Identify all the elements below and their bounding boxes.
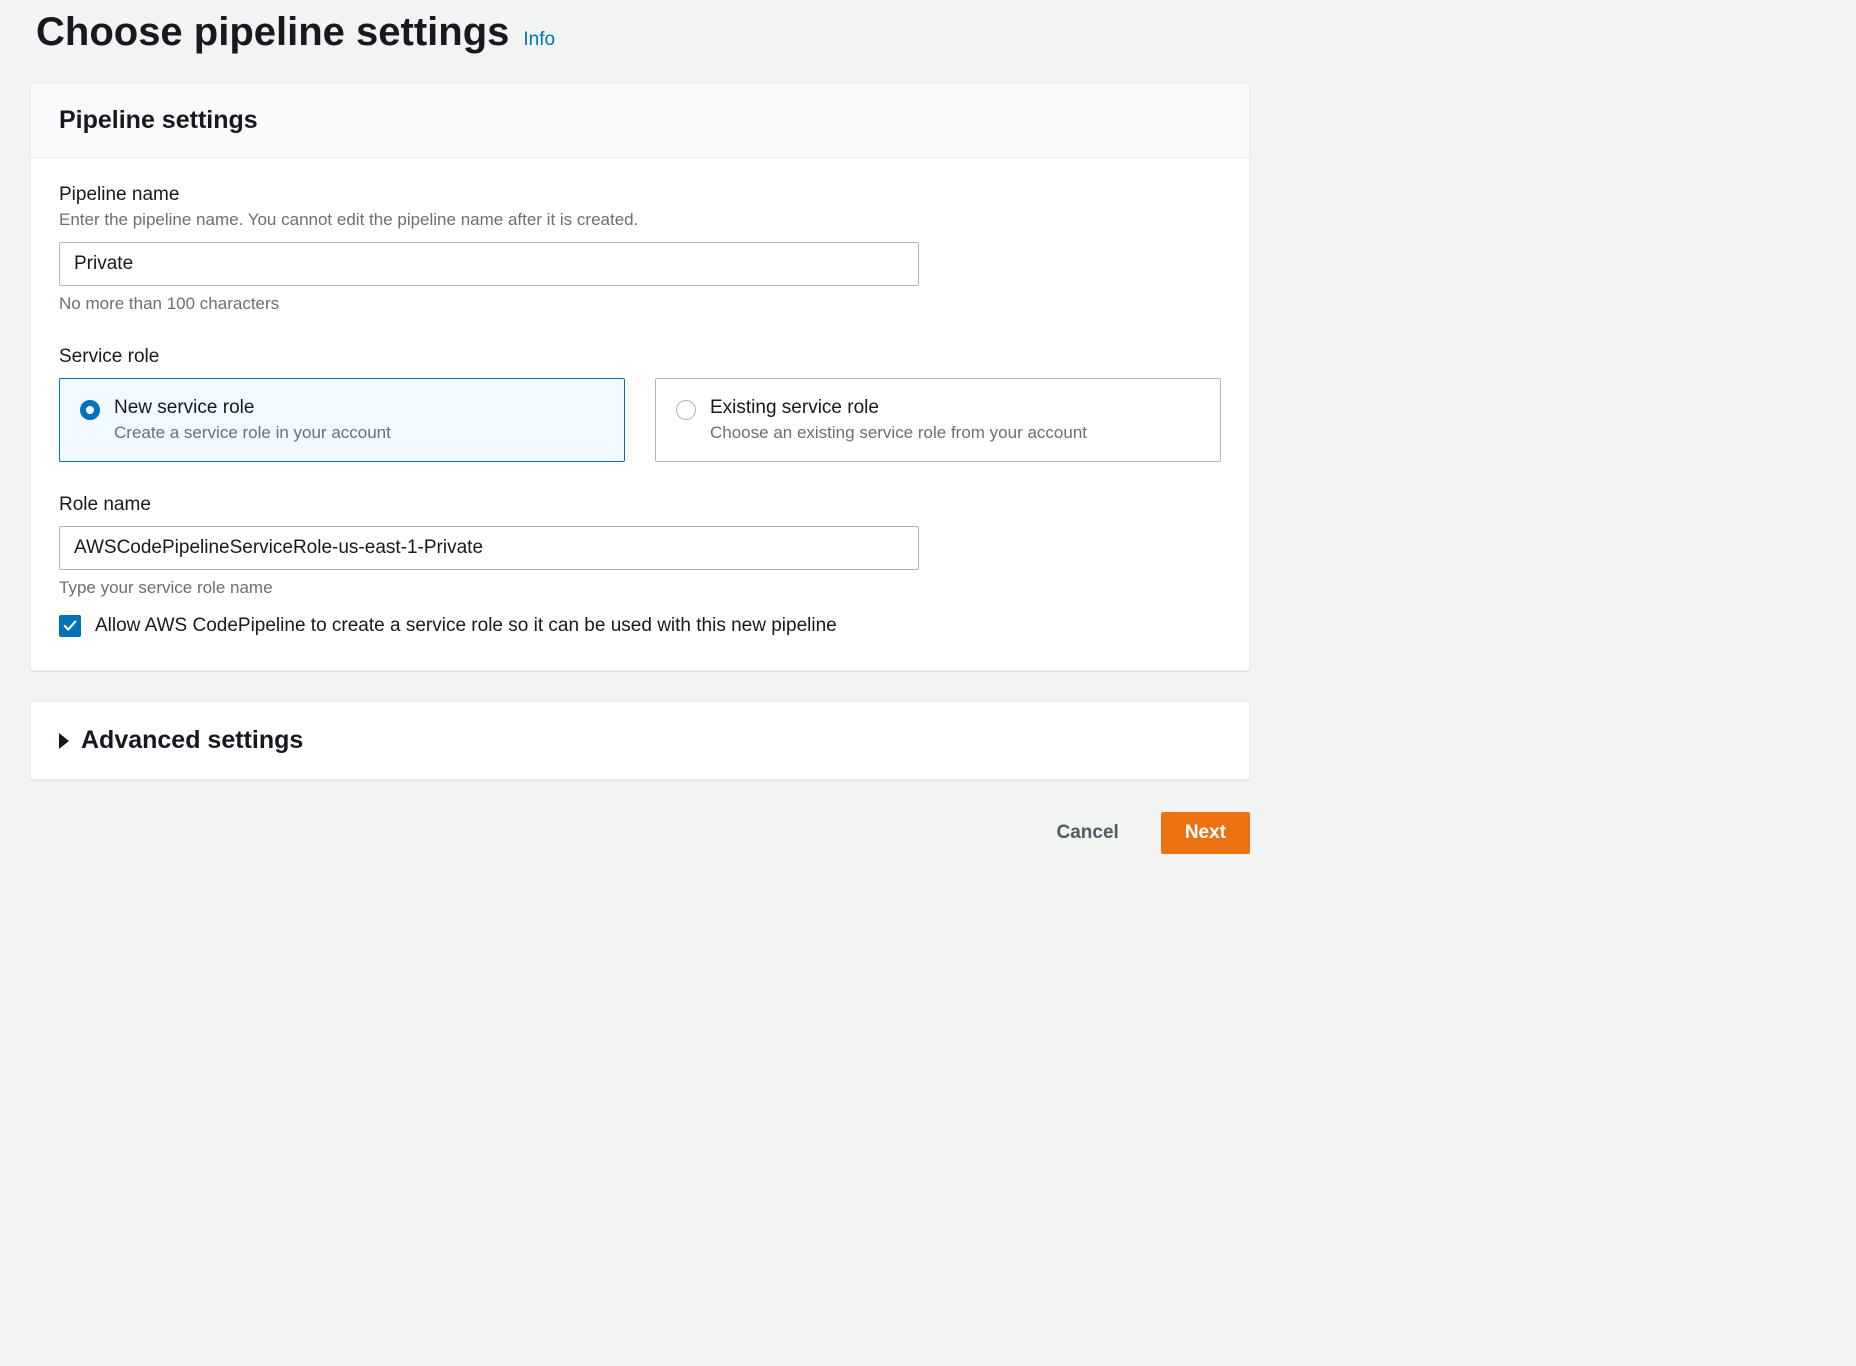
role-name-input[interactable] — [59, 526, 919, 570]
caret-right-icon — [59, 733, 69, 749]
role-name-label: Role name — [59, 494, 1221, 516]
info-link[interactable]: Info — [523, 29, 555, 51]
cancel-button[interactable]: Cancel — [1033, 812, 1143, 854]
service-role-new-description: Create a service role in your account — [114, 423, 391, 443]
pipeline-settings-panel: Pipeline settings Pipeline name Enter th… — [30, 83, 1250, 671]
service-role-label: Service role — [59, 346, 1221, 368]
radio-tile-content: New service role Create a service role i… — [114, 397, 391, 443]
pipeline-name-group: Pipeline name Enter the pipeline name. Y… — [59, 184, 1221, 314]
advanced-settings-panel: Advanced settings — [30, 701, 1250, 780]
advanced-settings-toggle[interactable]: Advanced settings — [31, 702, 1249, 779]
check-icon — [63, 619, 77, 633]
footer-actions: Cancel Next — [30, 812, 1250, 854]
service-role-existing-description: Choose an existing service role from you… — [710, 423, 1087, 443]
role-name-group: Role name Type your service role name Al… — [59, 494, 1221, 641]
service-role-options: New service role Create a service role i… — [59, 378, 1221, 462]
role-name-hint: Type your service role name — [59, 578, 1221, 598]
service-role-new-title: New service role — [114, 397, 391, 419]
panel-title: Pipeline settings — [59, 106, 1221, 135]
radio-unselected-icon — [676, 400, 696, 420]
panel-header: Pipeline settings — [31, 84, 1249, 158]
service-role-existing-title: Existing service role — [710, 397, 1087, 419]
radio-tile-content: Existing service role Choose an existing… — [710, 397, 1087, 443]
advanced-settings-title: Advanced settings — [81, 726, 303, 755]
pipeline-name-description: Enter the pipeline name. You cannot edit… — [59, 208, 1221, 232]
service-role-existing-tile[interactable]: Existing service role Choose an existing… — [655, 378, 1221, 462]
next-button[interactable]: Next — [1161, 812, 1250, 854]
allow-create-role-label: Allow AWS CodePipeline to create a servi… — [95, 612, 837, 641]
pipeline-name-input[interactable] — [59, 242, 919, 286]
allow-create-role-row: Allow AWS CodePipeline to create a servi… — [59, 612, 1221, 641]
panel-body: Pipeline name Enter the pipeline name. Y… — [31, 158, 1249, 670]
radio-selected-icon — [80, 400, 100, 420]
allow-create-role-checkbox[interactable] — [59, 615, 81, 637]
page-header: Choose pipeline settings Info — [30, 0, 1250, 83]
service-role-new-tile[interactable]: New service role Create a service role i… — [59, 378, 625, 462]
pipeline-name-hint: No more than 100 characters — [59, 294, 1221, 314]
service-role-group: Service role New service role Create a s… — [59, 346, 1221, 462]
page-title: Choose pipeline settings — [36, 10, 509, 55]
pipeline-name-label: Pipeline name — [59, 184, 1221, 206]
